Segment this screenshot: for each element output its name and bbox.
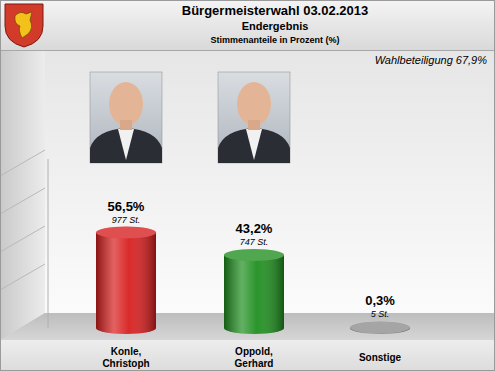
bar [96,233,156,334]
shield [5,4,43,47]
category-label: Oppold,Gerhard [235,346,274,369]
wall-line [0,188,45,214]
face [237,82,271,126]
header-band [0,0,495,50]
bar-cap-light [350,321,410,333]
neck [120,120,132,130]
header-rule [0,50,495,51]
face [109,82,143,126]
value-axis [48,159,49,328]
bar-cap-light [224,249,284,261]
wall-line [0,264,45,290]
candidate-photo [218,72,290,163]
bar-cap [96,227,156,239]
bar [224,255,284,334]
bar-cap [224,249,284,261]
title: Bürgermeisterwahl 03.02.2013 [182,3,368,18]
photo-frame [90,72,162,163]
category-label-line: Sonstige [359,352,402,363]
category-label-line: Christoph [102,358,149,369]
side-wall [0,51,45,340]
turnout-note: Wahlbeteiligung 67,9% [375,54,488,66]
category-label-line: Konle, [111,346,142,357]
bar-shading [224,255,284,334]
vote-label: 977 St. [112,215,141,225]
lion [15,12,32,38]
category-label: Konle,Christoph [102,346,149,369]
neck [248,120,260,130]
coat-of-arms [5,4,43,47]
wall-line [0,226,45,252]
vote-label: 5 St. [371,309,390,319]
wall-line [0,150,45,176]
bar-cap [350,321,410,333]
data-label: 43,2% [236,221,273,236]
photo-frame [218,72,290,163]
suit [90,128,162,163]
background [0,0,495,371]
suit [218,128,290,163]
frame [1,1,495,371]
shirt [118,129,134,160]
bar-shading [96,233,156,334]
category-label-line: Oppold, [235,346,273,357]
chart: Bürgermeisterwahl 03.02.2013 Endergebnis S… [0,0,495,371]
data-label: 56,5% [108,199,145,214]
bars [96,227,410,334]
vote-label: 747 St. [240,237,269,247]
label-band [0,340,495,371]
bar-cap-light [96,227,156,239]
data-label: 0,3% [365,293,395,308]
category-label: Sonstige [359,352,402,363]
unit-note: Stimmenanteile in Prozent (%) [210,35,339,45]
category-label-line: Gerhard [235,358,274,369]
subtitle: Endergebnis [242,20,309,32]
candidate-photo [90,72,162,163]
shirt [246,129,262,160]
